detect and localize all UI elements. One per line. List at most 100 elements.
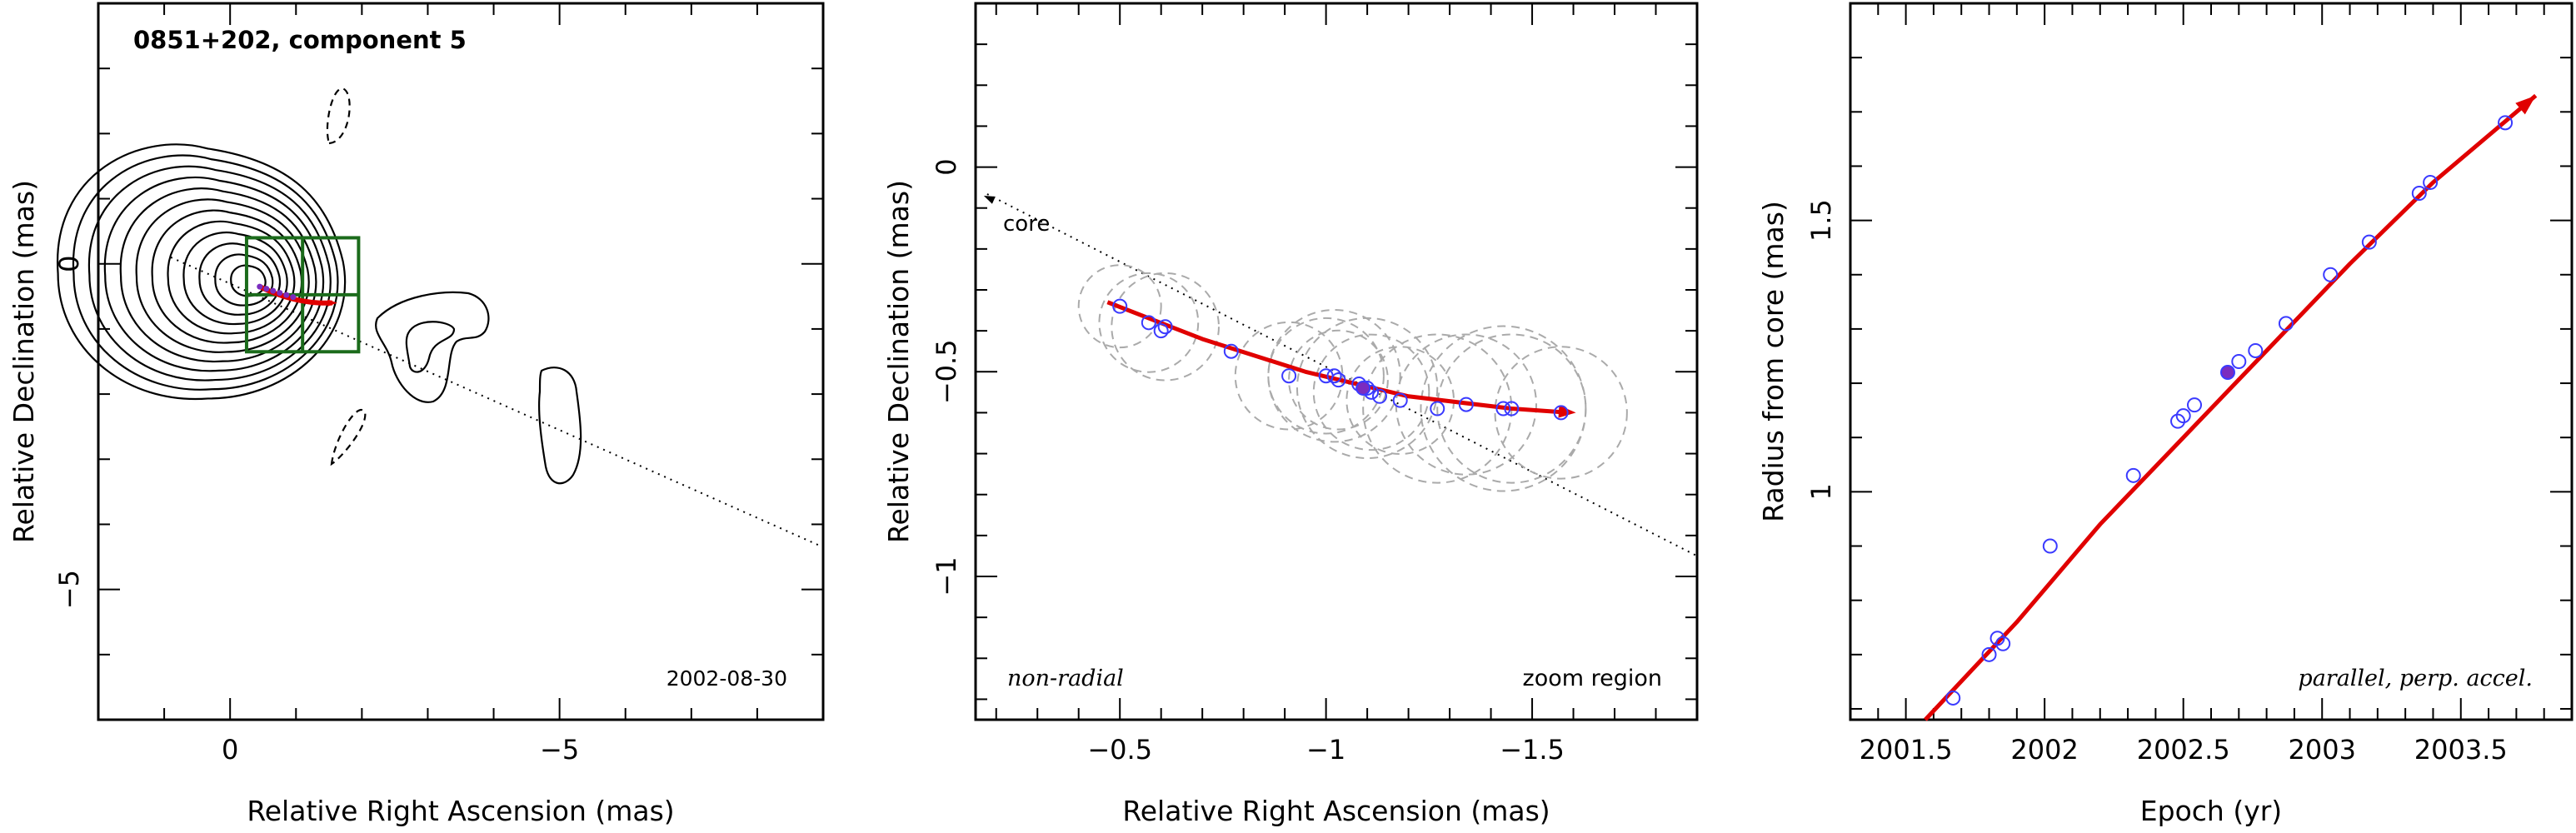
map-core-contour — [119, 187, 317, 363]
zoom-error-circle — [1267, 309, 1401, 443]
map-negative-contour-north — [326, 87, 351, 145]
map-contours — [57, 143, 347, 401]
map-core-contour — [135, 198, 310, 353]
zoom-x-axis-label: Relative Right Ascension (mas) — [1122, 795, 1550, 827]
zoom-data-point — [1157, 319, 1173, 335]
zoom-data-point — [1141, 315, 1156, 331]
map-core-contour — [167, 220, 296, 335]
zoom-data-point — [1495, 401, 1511, 416]
zoom-annotation-zoom-region: zoom region — [1523, 666, 1662, 691]
panel-zoom: −0.5 −1 −1.5 0 −0.5 −1 core non-radial zoom r… — [882, 2, 1699, 827]
panel-map: 0 −50−5 0851+202, component 5 2002-08-30 … — [7, 2, 825, 827]
zoom-y-tick-label: 0 — [931, 158, 962, 175]
zoom-data-point — [1430, 401, 1445, 416]
radius-data-point — [1981, 646, 1997, 662]
zoom-data-point — [1458, 397, 1474, 412]
zoom-error-circle — [1098, 272, 1200, 373]
map-track-point — [283, 292, 290, 298]
radius-annotation: parallel, perp. accel. — [2298, 666, 2533, 691]
radius-data-point — [2231, 354, 2247, 369]
map-x-axis-label: Relative Right Ascension (mas) — [247, 795, 674, 827]
map-core-contour — [72, 154, 339, 391]
radius-x-tick-label: 2002.5 — [2137, 734, 2230, 766]
map-track-arrow — [327, 299, 337, 307]
map-core-contour — [198, 242, 282, 316]
map-ticks — [97, 2, 824, 721]
radius-y-axis-label: Radius from core (mas) — [1757, 201, 1790, 522]
zoom-data-point — [1281, 368, 1297, 384]
radius-data-point — [2175, 408, 2191, 424]
radius-data-point — [2042, 538, 2058, 554]
zoom-core-label: core — [1003, 212, 1050, 237]
map-frame — [97, 2, 825, 721]
zoom-x-tick-label: −0.5 — [1087, 734, 1152, 766]
zoom-error-circle — [1312, 333, 1430, 451]
map-x-tick-label: 0 — [222, 734, 238, 766]
zoom-error-circle — [1395, 333, 1538, 476]
zoom-error-circle — [1295, 317, 1439, 460]
radius-ticks — [1850, 2, 2573, 720]
radius-data-point — [2361, 234, 2377, 250]
map-y-axis-label: Relative Declination (mas) — [7, 180, 40, 543]
zoom-core-arrow — [983, 195, 996, 204]
map-track-point — [270, 287, 277, 294]
radius-data-point — [2125, 467, 2141, 483]
map-core-contour — [103, 177, 324, 372]
zoom-highlight-point — [1355, 380, 1371, 396]
zoom-error-circle — [1436, 333, 1587, 484]
zoom-data-point — [1371, 388, 1387, 404]
zoom-data-point — [1504, 401, 1520, 416]
map-track-point — [277, 290, 283, 297]
radius-data-point — [2248, 342, 2264, 358]
map-x-tick-label: −5 — [540, 734, 579, 766]
zoom-data-point — [1223, 343, 1239, 359]
radius-data-point — [2498, 115, 2514, 131]
zoom-y-axis-label: Relative Declination (mas) — [882, 180, 915, 543]
map-y-tick-label: −5 — [53, 570, 85, 609]
zoom-ticks — [976, 2, 1697, 720]
zoom-error-circle — [1234, 321, 1344, 431]
radius-fit-arrow — [2515, 95, 2536, 115]
radius-x-tick-label: 2002 — [2010, 734, 2078, 766]
zoom-frame — [974, 2, 1699, 721]
radius-data-point — [1995, 636, 2011, 651]
zoom-error-circle — [1077, 264, 1162, 349]
panel-radius: 2001.5 2002 2002.5 2003 2003.5 1 1.5 parallel,… — [1757, 2, 2574, 827]
zoom-x-tick-label: −1.5 — [1500, 734, 1565, 766]
zoom-data-point — [1326, 368, 1342, 384]
map-negative-contour-south — [330, 409, 367, 466]
map-date-label: 2002-08-30 — [666, 666, 787, 691]
radius-data-point — [2423, 175, 2439, 190]
radius-y-tick-label: 1.5 — [1805, 199, 1837, 242]
radius-data-point — [2278, 316, 2294, 332]
map-core-contour — [87, 165, 332, 382]
map-jet-knot-inner-contour — [405, 321, 456, 373]
radius-x-axis-label: Epoch (yr) — [2140, 795, 2282, 827]
zoom-error-circle — [1494, 346, 1628, 480]
radius-x-tick-label: 2003 — [2289, 734, 2356, 766]
radius-data-point — [1989, 631, 2005, 646]
radius-y-tick-label: 1 — [1805, 483, 1837, 500]
zoom-error-circle — [1267, 317, 1385, 435]
zoom-annotation-non-radial: non-radial — [1007, 666, 1124, 691]
radius-data-point — [2170, 413, 2186, 429]
map-track-point — [290, 294, 297, 301]
zoom-error-circle — [1288, 329, 1389, 431]
zoom-tick-labels: −0.5 −1 −1.5 0 −0.5 −1 — [931, 158, 1565, 766]
radius-fit-curve — [1924, 93, 2538, 721]
map-y-tick-label: 0 — [53, 256, 85, 272]
zoom-y-tick-label: −1 — [931, 556, 962, 596]
map-track-point — [263, 286, 270, 292]
radius-highlight-point — [2219, 365, 2235, 381]
radius-tick-labels: 2001.5 2002 2002.5 2003 2003.5 1 1.5 — [1805, 199, 2508, 766]
map-title: 0851+202, component 5 — [133, 26, 467, 54]
map-core-contour — [230, 264, 267, 297]
radius-data-point — [2187, 397, 2203, 413]
map-outer-jet-contour — [537, 367, 582, 485]
map-core-contour — [182, 231, 288, 326]
map-track-point — [257, 283, 263, 290]
zoom-data-point — [1553, 405, 1569, 421]
map-core-contour — [214, 253, 274, 307]
zoom-data-point — [1392, 392, 1408, 408]
